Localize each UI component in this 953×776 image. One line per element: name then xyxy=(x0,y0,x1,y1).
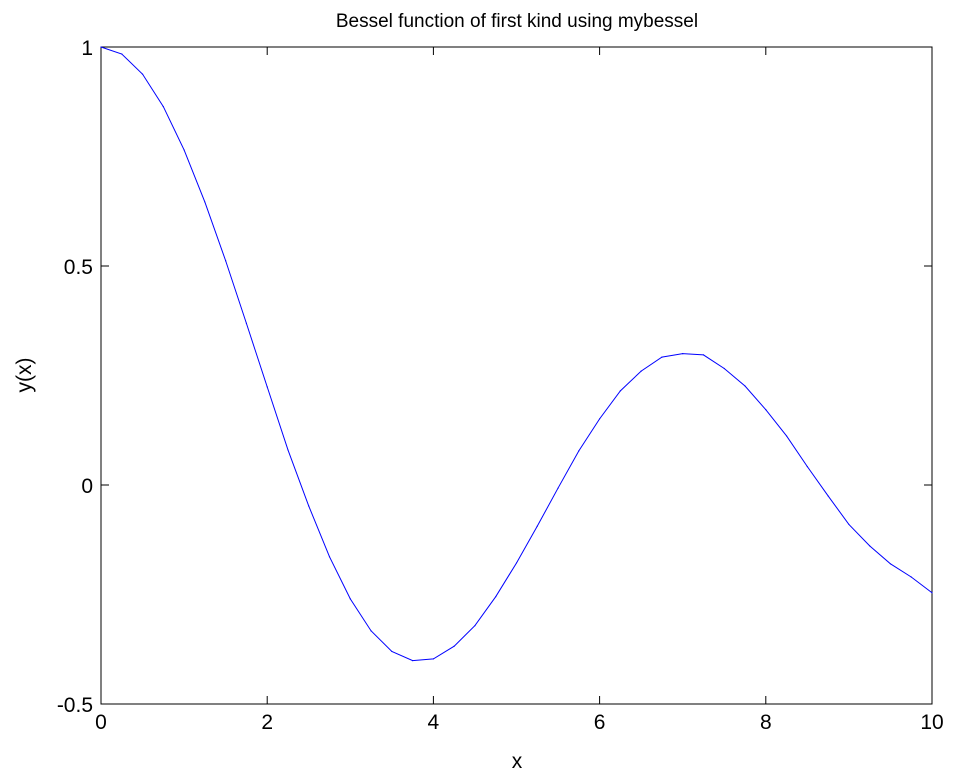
data-point xyxy=(121,53,123,55)
data-point xyxy=(765,409,767,411)
data-point xyxy=(245,322,248,324)
data-point xyxy=(848,523,850,526)
data-point xyxy=(432,658,434,660)
x-tick-label: 6 xyxy=(594,711,606,734)
data-points xyxy=(100,46,933,662)
data-point xyxy=(640,370,642,372)
data-point xyxy=(370,630,372,632)
x-tick-label: 8 xyxy=(760,711,772,734)
data-point xyxy=(225,260,227,262)
data-point xyxy=(412,660,414,662)
data-point xyxy=(453,645,455,647)
data-point xyxy=(744,385,746,387)
chart-title: Bessel function of first kind using mybe… xyxy=(336,11,698,32)
data-point xyxy=(536,525,538,527)
x-tick-label: 2 xyxy=(261,711,273,734)
x-tick-label: 10 xyxy=(920,711,943,734)
data-point xyxy=(183,149,185,151)
data-point xyxy=(557,487,559,489)
data-point xyxy=(308,505,310,507)
tick-labels: 0 2 4 6 8 10-0.500.51 xyxy=(57,37,944,734)
data-point xyxy=(682,353,684,355)
plot-frame xyxy=(100,46,933,705)
data-point xyxy=(702,354,705,356)
axis-ticks xyxy=(100,46,933,705)
data-point xyxy=(827,495,829,497)
data-point xyxy=(578,450,580,452)
data-point xyxy=(495,596,497,598)
data-point xyxy=(806,466,808,468)
data-point xyxy=(723,367,725,370)
data-point xyxy=(910,576,912,578)
data-point xyxy=(287,449,289,451)
data-point xyxy=(100,46,102,48)
data-point xyxy=(328,556,331,558)
x-tick-label: 4 xyxy=(428,711,440,734)
data-point xyxy=(141,73,144,75)
data-point xyxy=(889,563,892,565)
data-point xyxy=(869,545,871,547)
data-point xyxy=(204,201,206,203)
y-tick-label: 1 xyxy=(81,37,93,60)
y-tick-label: 0.5 xyxy=(64,256,93,279)
data-point xyxy=(931,592,933,594)
y-tick-label: 0 xyxy=(81,475,93,498)
data-point xyxy=(349,598,351,600)
data-point xyxy=(619,390,621,392)
data-point xyxy=(391,650,393,653)
data-point xyxy=(266,386,268,388)
x-tick-label: 0 xyxy=(95,711,107,734)
data-point xyxy=(474,625,476,627)
x-axis-label: x xyxy=(512,750,523,773)
data-point xyxy=(162,105,164,108)
data-point xyxy=(599,418,601,420)
y-tick-label: -0.5 xyxy=(57,694,93,717)
y-axis-label: y(x) xyxy=(13,358,36,393)
data-point xyxy=(785,435,788,437)
data-point xyxy=(515,562,518,564)
data-point xyxy=(661,356,663,358)
